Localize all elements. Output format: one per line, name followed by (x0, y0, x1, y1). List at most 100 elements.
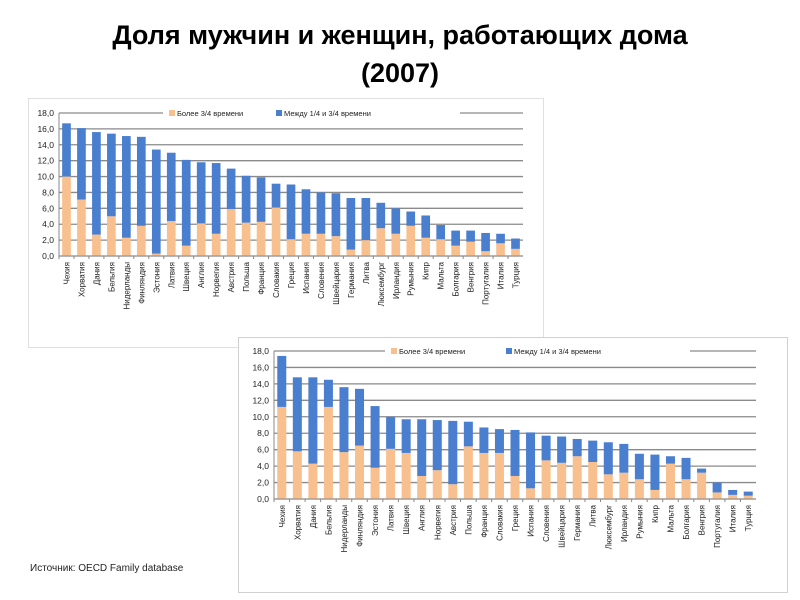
source-note: Источник: OECD Family database (30, 563, 184, 574)
bar-between (331, 193, 341, 237)
y-tick-label: 0,0 (257, 494, 269, 504)
x-tick-label: Эстония (152, 262, 161, 293)
bar-between (432, 420, 442, 471)
bar-more-3-4 (681, 479, 691, 499)
bar-more-3-4 (603, 474, 613, 499)
bar-more-3-4 (331, 236, 341, 256)
bar-between (376, 202, 386, 229)
legend-swatch (169, 110, 175, 116)
bar-between (386, 416, 396, 449)
bar-more-3-4 (151, 253, 161, 256)
x-tick-label: Латвия (387, 505, 396, 531)
x-tick-label: Франция (257, 262, 266, 295)
bar-more-3-4 (196, 223, 206, 256)
legend-bg (163, 109, 293, 117)
bar-more-3-4 (479, 452, 489, 499)
x-tick-label: Словения (317, 262, 326, 299)
bar-more-3-4 (277, 406, 287, 499)
bar-more-3-4 (355, 445, 365, 499)
bar-between (355, 388, 365, 446)
x-tick-label: Латвия (167, 262, 176, 288)
x-tick-label: Мальта (666, 504, 675, 532)
bar-more-3-4 (292, 451, 302, 499)
x-tick-label: Франция (480, 505, 489, 538)
bar-between (401, 419, 411, 453)
bar-more-3-4 (339, 452, 349, 499)
bar-between (743, 491, 753, 496)
x-tick-label: Болгария (682, 505, 691, 540)
legend-bg (270, 109, 460, 117)
x-tick-label: Венгрия (467, 262, 476, 292)
bar-more-3-4 (557, 462, 567, 499)
bar-more-3-4 (107, 216, 116, 256)
bar-more-3-4 (494, 452, 504, 499)
bar-more-3-4 (743, 495, 753, 499)
y-tick-label: 18,0 (252, 346, 269, 356)
x-tick-label: Германия (573, 505, 582, 541)
y-tick-label: 6,0 (42, 203, 54, 213)
bar-between (122, 136, 131, 238)
bar-between (271, 183, 281, 208)
x-tick-label: Норвегия (212, 262, 221, 297)
bar-between (346, 198, 356, 250)
legend-label: Более 3/4 времени (399, 347, 465, 356)
bar-between (277, 355, 287, 407)
bar-between (511, 238, 520, 249)
x-tick-label: Румыния (407, 262, 416, 296)
x-tick-label: Англия (418, 505, 427, 531)
bar-more-3-4 (665, 463, 675, 499)
x-tick-label: Венгрия (698, 505, 707, 535)
x-tick-label: Финляндия (137, 262, 146, 304)
x-tick-label: Германия (347, 262, 356, 298)
bar-more-3-4 (181, 245, 191, 256)
y-tick-label: 10,0 (252, 412, 269, 422)
y-tick-label: 16,0 (37, 124, 54, 134)
bar-more-3-4 (301, 233, 311, 256)
y-tick-label: 2,0 (257, 478, 269, 488)
bar-between (681, 457, 691, 480)
bar-between (712, 482, 722, 493)
y-tick-label: 4,0 (257, 461, 269, 471)
legend-bg (500, 347, 690, 355)
y-tick-label: 6,0 (257, 445, 269, 455)
y-tick-label: 14,0 (37, 140, 54, 150)
bar-between (316, 192, 326, 234)
bar-between (496, 233, 505, 244)
bar-between (526, 432, 536, 489)
bar-between (728, 489, 738, 495)
bar-between (665, 456, 675, 464)
bar-between (479, 427, 489, 453)
bar-more-3-4 (346, 249, 356, 256)
bar-more-3-4 (401, 452, 411, 499)
x-tick-label: Словакия (495, 505, 504, 541)
bar-more-3-4 (361, 240, 371, 256)
x-tick-label: Турция (512, 262, 521, 288)
x-tick-label: Дания (309, 505, 318, 528)
bar-between (339, 387, 349, 453)
bar-between (308, 377, 318, 464)
bar-more-3-4 (166, 221, 176, 256)
x-tick-label: Бельгия (107, 262, 116, 292)
bar-between (634, 453, 644, 480)
x-tick-label: Румыния (635, 505, 644, 539)
bar-more-3-4 (308, 463, 318, 499)
bar-more-3-4 (511, 248, 520, 256)
bar-between (301, 189, 311, 234)
x-tick-label: Хорватия (293, 505, 302, 540)
bar-between (107, 133, 116, 217)
bar-more-3-4 (370, 467, 380, 499)
bar-between (588, 440, 598, 462)
x-tick-label: Ирландия (620, 505, 629, 542)
bar-between (361, 198, 371, 241)
bar-more-3-4 (634, 479, 644, 499)
x-tick-label: Норвегия (433, 505, 442, 540)
bar-more-3-4 (92, 234, 101, 256)
bar-between (196, 162, 206, 224)
x-tick-label: Турция (744, 505, 753, 531)
bar-between (241, 175, 251, 223)
page-subtitle-year: (2007) (360, 58, 440, 88)
x-tick-label: Дания (92, 262, 101, 285)
bar-between (92, 132, 101, 235)
x-tick-label: Австрия (227, 262, 236, 292)
y-tick-label: 18,0 (37, 108, 54, 118)
